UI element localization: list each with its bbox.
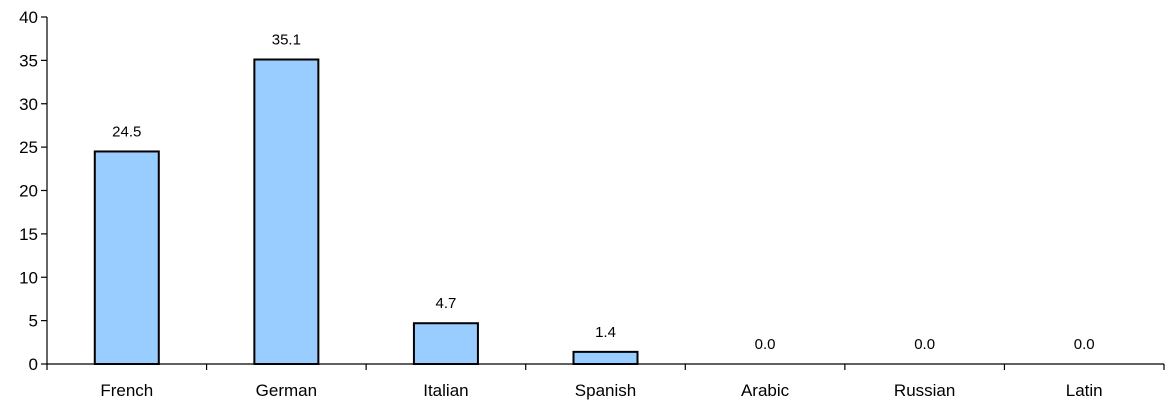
axes-layer — [46, 17, 1164, 365]
y-tick-label: 25 — [19, 138, 38, 157]
bar-spanish — [572, 350, 639, 366]
ticks-layer — [41, 16, 1165, 370]
bar-german — [253, 58, 320, 365]
data-label-french: 24.5 — [112, 123, 141, 140]
y-tick-label: 35 — [19, 51, 38, 70]
y-tick-label: 0 — [29, 355, 38, 374]
data-label-latin: 0.0 — [1074, 336, 1095, 353]
y-tick-label: 30 — [19, 95, 38, 114]
bar-italian — [412, 322, 479, 366]
y-tick-label: 20 — [19, 182, 38, 201]
data-label-spanish: 1.4 — [595, 324, 616, 341]
x-tick-label-german: German — [256, 381, 317, 400]
bar-french — [93, 150, 160, 365]
x-tick-label-italian: Italian — [423, 381, 468, 400]
x-tick-label-latin: Latin — [1066, 381, 1103, 400]
x-tick-label-russian: Russian — [894, 381, 955, 400]
data-label-russian: 0.0 — [914, 336, 935, 353]
labels-layer: 0 5 10 15 20 25 30 35 40 24.5 French 35.1 German 4.7 I… — [19, 8, 1103, 400]
y-tick-label: 40 — [19, 8, 38, 27]
x-tick-label-spanish: Spanish — [575, 381, 636, 400]
data-label-italian: 4.7 — [435, 295, 456, 312]
data-label-german: 35.1 — [272, 32, 301, 49]
y-tick-label: 5 — [29, 312, 38, 331]
bars-layer — [93, 58, 639, 366]
x-tick-label-french: French — [100, 381, 153, 400]
x-tick-label-arabic: Arabic — [741, 381, 790, 400]
y-tick-label: 10 — [19, 268, 38, 287]
data-label-arabic: 0.0 — [755, 336, 776, 353]
y-tick-label: 15 — [19, 225, 38, 244]
